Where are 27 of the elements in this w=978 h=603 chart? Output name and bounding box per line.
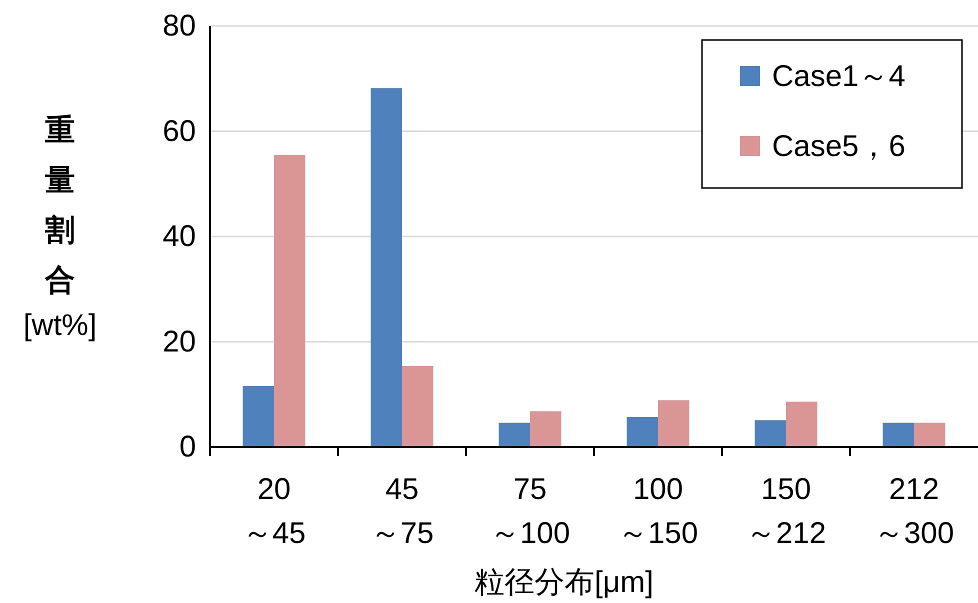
- x-tick-label: 45 ～75: [370, 473, 434, 550]
- x-tick-label: 150 ～212: [746, 473, 826, 550]
- bar: [498, 422, 530, 447]
- x-tick-label: 212 ～300: [874, 473, 954, 550]
- y-tick-label: 60: [162, 114, 196, 148]
- bar: [370, 88, 402, 447]
- y-tick-label: 80: [162, 10, 196, 43]
- x-axis-title: 粒径分布[μm]: [474, 566, 654, 599]
- bar: [530, 411, 562, 447]
- bar: [786, 402, 818, 447]
- x-tick-label: 75 ～100: [490, 473, 570, 550]
- bar: [914, 422, 946, 447]
- bar: [402, 366, 434, 447]
- bar: [626, 417, 658, 447]
- bar: [754, 420, 786, 447]
- bar: [882, 422, 914, 447]
- legend-label: Case5，6: [772, 130, 906, 163]
- y-axis-title: 重量割合[wt%]: [23, 114, 97, 342]
- bar: [658, 400, 690, 447]
- bar: [242, 386, 274, 447]
- y-tick-label: 0: [179, 430, 196, 464]
- y-tick-label: 20: [162, 325, 196, 358]
- x-tick-label: 100 ～150: [618, 473, 698, 550]
- legend-label: Case1～4: [772, 60, 906, 93]
- x-tick-label: 20 ～45: [242, 473, 306, 550]
- y-tick-label: 40: [162, 220, 196, 254]
- bar: [274, 154, 306, 447]
